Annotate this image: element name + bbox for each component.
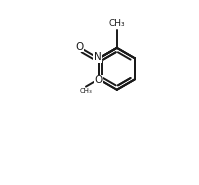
Text: CH₃: CH₃: [108, 19, 125, 28]
Text: O: O: [95, 75, 103, 85]
Text: N: N: [94, 52, 102, 62]
Text: CH₃: CH₃: [80, 88, 92, 95]
Text: O: O: [75, 42, 84, 52]
